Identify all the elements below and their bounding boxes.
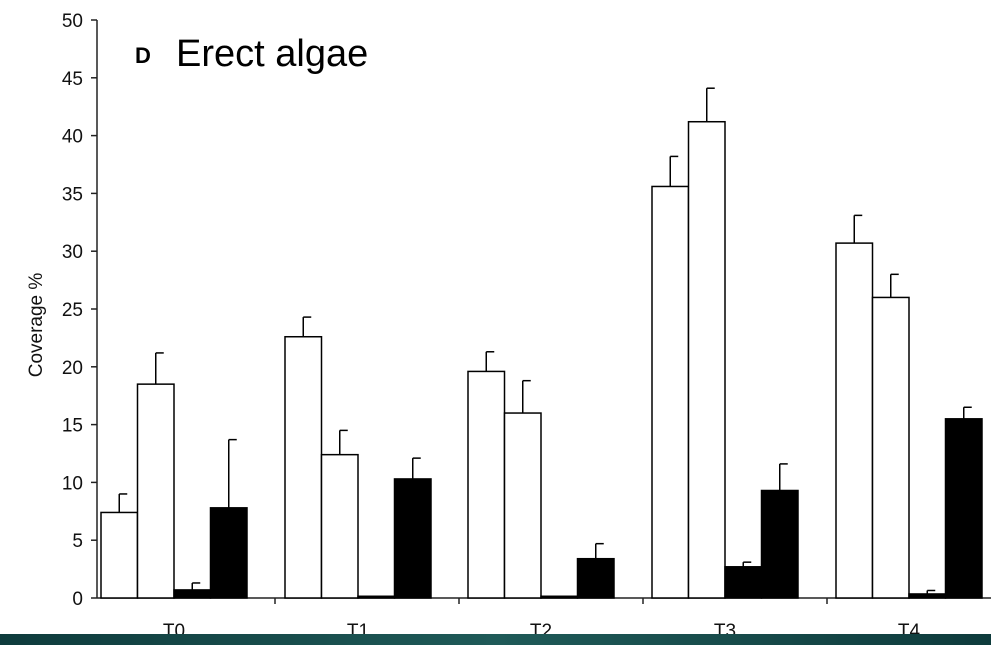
bar: [503, 412, 542, 599]
bar: [724, 566, 763, 599]
y-tick-label: 15: [62, 416, 83, 437]
y-tick-label: 35: [62, 184, 83, 205]
y-tick-label: 50: [62, 11, 83, 32]
bars: [100, 87, 983, 599]
y-tick-label: 10: [62, 473, 83, 494]
bar: [136, 383, 175, 599]
y-axis-label: Coverage %: [26, 273, 47, 378]
y-tick-label: 25: [62, 300, 83, 321]
bar: [284, 335, 323, 599]
bar: [871, 296, 910, 599]
bar: [540, 595, 579, 599]
bottom-band: [0, 634, 991, 645]
bar: [651, 185, 690, 599]
y-tick-label: 40: [62, 127, 83, 148]
y-tick-label: 0: [72, 589, 83, 610]
y-tick-label: 30: [62, 242, 83, 263]
bar: [393, 478, 432, 599]
bar: [209, 507, 248, 599]
bar: [173, 589, 212, 599]
bar: [576, 557, 615, 599]
bar: [944, 418, 983, 599]
panel-letter: D: [135, 43, 151, 68]
bar: [357, 595, 396, 599]
bar: [467, 370, 506, 599]
y-tick-label: 20: [62, 358, 83, 379]
bar: [835, 242, 874, 599]
bar: [760, 489, 799, 599]
bar: [320, 453, 359, 599]
bar: [687, 120, 726, 599]
bar: [908, 593, 947, 599]
y-tick-label: 45: [62, 69, 83, 90]
chart-title: Erect algae: [176, 33, 368, 75]
y-tick-label: 5: [72, 531, 83, 552]
bar: [100, 511, 139, 599]
